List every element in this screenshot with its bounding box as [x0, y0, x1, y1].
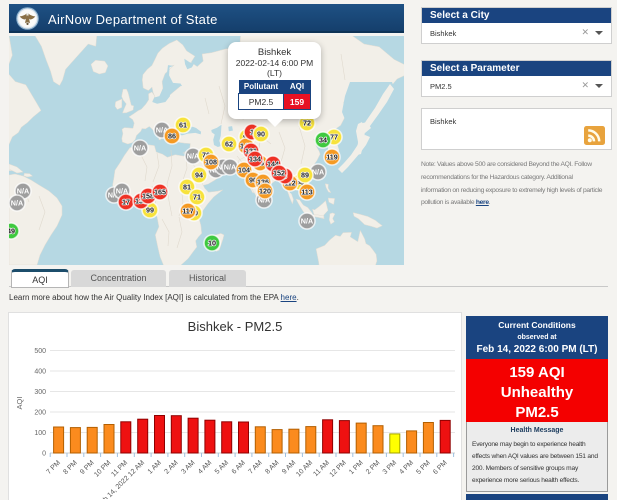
svg-text:500: 500: [34, 348, 46, 355]
svg-text:N/A: N/A: [116, 187, 128, 196]
svg-text:136: 136: [257, 178, 269, 187]
svg-text:3 AM: 3 AM: [180, 459, 196, 475]
svg-text:N/A: N/A: [134, 144, 146, 153]
svg-text:200: 200: [34, 410, 46, 417]
svg-text:81: 81: [183, 183, 191, 192]
svg-text:34: 34: [319, 136, 327, 145]
svg-text:1: 1: [250, 128, 254, 137]
svg-text:N/A: N/A: [224, 163, 236, 172]
svg-text:6 PM: 6 PM: [432, 459, 449, 476]
svg-text:10: 10: [208, 239, 216, 248]
svg-text:12 PM: 12 PM: [329, 459, 348, 478]
svg-text:72: 72: [303, 119, 311, 128]
svg-text:62: 62: [225, 140, 233, 149]
svg-text:104: 104: [238, 166, 250, 175]
svg-text:5 PM: 5 PM: [415, 459, 432, 476]
svg-text:113: 113: [301, 188, 313, 197]
svg-text:10 PM: 10 PM: [93, 459, 112, 478]
svg-text:144: 144: [267, 160, 279, 169]
svg-text:N/A: N/A: [312, 168, 324, 177]
svg-text:6 AM: 6 AM: [231, 459, 247, 475]
svg-text:158: 158: [142, 192, 154, 201]
svg-text:71: 71: [193, 193, 201, 202]
svg-text:N/A: N/A: [17, 187, 29, 196]
svg-text:8 PM: 8 PM: [62, 459, 79, 476]
svg-text:2 PM: 2 PM: [365, 459, 382, 476]
svg-text:77: 77: [330, 133, 338, 142]
svg-text:100: 100: [34, 430, 46, 437]
svg-text:N/A: N/A: [108, 191, 120, 200]
svg-text:400: 400: [34, 369, 46, 376]
svg-text:11 AM: 11 AM: [312, 459, 331, 478]
svg-text:120: 120: [259, 187, 271, 196]
svg-text:4 AM: 4 AM: [197, 459, 213, 475]
svg-text:300: 300: [34, 389, 46, 396]
svg-text:4 PM: 4 PM: [399, 459, 416, 476]
svg-text:49: 49: [9, 227, 15, 236]
svg-text:N/A: N/A: [258, 196, 270, 205]
svg-text:N/A: N/A: [301, 217, 313, 226]
svg-text:N/A: N/A: [156, 126, 168, 135]
svg-text:117: 117: [182, 207, 194, 216]
svg-text:1 AM: 1 AM: [147, 459, 163, 475]
svg-text:152: 152: [273, 169, 285, 178]
svg-text:165: 165: [154, 188, 166, 197]
svg-text:N/A: N/A: [11, 199, 23, 208]
svg-text:108: 108: [205, 158, 217, 167]
svg-text:N/A: N/A: [187, 152, 199, 161]
svg-text:94: 94: [195, 171, 203, 180]
svg-text:90: 90: [257, 130, 265, 139]
svg-text:119: 119: [326, 153, 338, 162]
svg-text:7 AM: 7 AM: [247, 459, 263, 475]
svg-text:134: 134: [249, 155, 261, 164]
svg-text:0: 0: [42, 451, 46, 458]
svg-text:90: 90: [249, 176, 257, 185]
svg-text:3 PM: 3 PM: [382, 459, 399, 476]
svg-text:2 AM: 2 AM: [163, 459, 179, 475]
svg-text:86: 86: [168, 132, 176, 141]
svg-text:10 AM: 10 AM: [295, 459, 314, 478]
svg-text:5 AM: 5 AM: [214, 459, 230, 475]
svg-text:7 PM: 7 PM: [46, 459, 63, 476]
svg-text:99: 99: [146, 206, 154, 215]
svg-text:89: 89: [301, 171, 309, 180]
svg-text:61: 61: [179, 121, 187, 130]
svg-text:1 PM: 1 PM: [348, 459, 365, 476]
svg-text:17: 17: [122, 198, 130, 207]
svg-text:AQI: AQI: [15, 397, 24, 410]
svg-text:8 AM: 8 AM: [264, 459, 280, 475]
